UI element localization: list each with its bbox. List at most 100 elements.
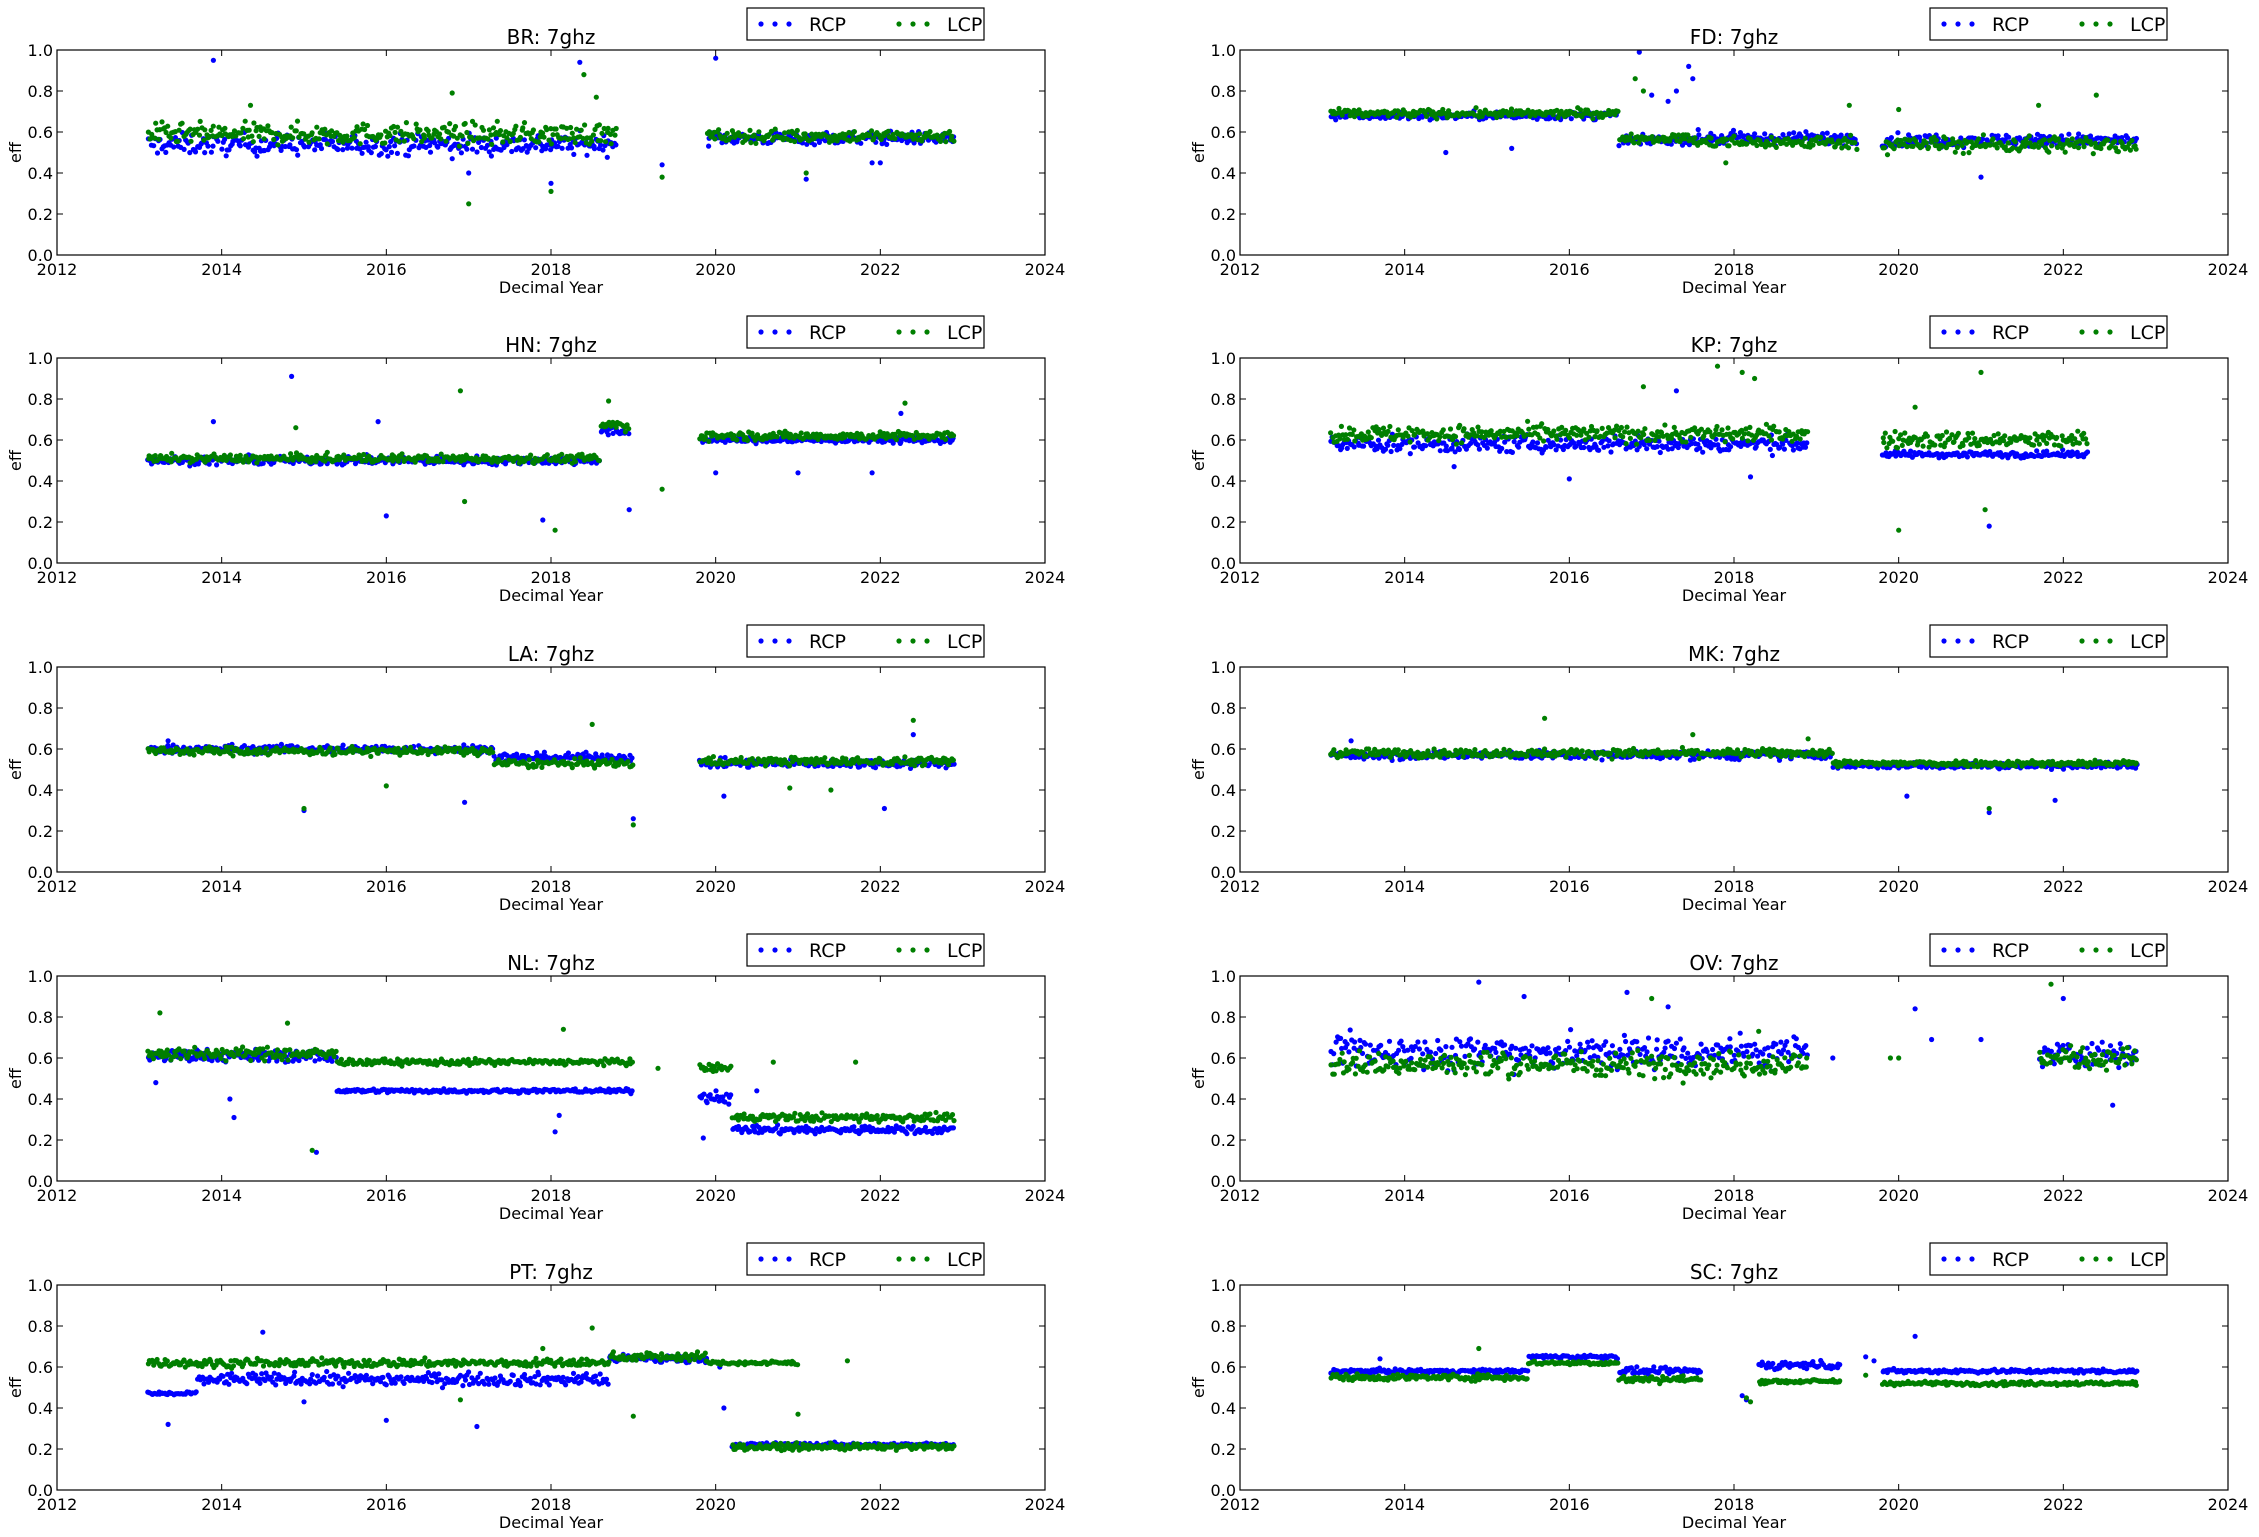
data-point <box>659 486 665 492</box>
data-point <box>187 150 193 156</box>
series-lcp <box>145 72 957 207</box>
data-point <box>398 128 404 134</box>
data-point <box>568 145 575 151</box>
y-tick-label: 1.0 <box>28 349 53 368</box>
y-axis-label: eff <box>6 449 25 471</box>
data-point <box>250 139 256 145</box>
data-point <box>2133 135 2139 142</box>
data-point <box>1752 375 1758 382</box>
data-point <box>1776 429 1782 435</box>
y-tick-label: 0.2 <box>28 513 53 532</box>
data-point <box>438 136 444 142</box>
data-point <box>1627 435 1633 441</box>
legend: RCP LCP <box>1929 7 2168 41</box>
data-point <box>202 127 208 133</box>
data-point <box>2075 145 2082 151</box>
data-point <box>2036 102 2042 108</box>
data-point <box>1525 418 1531 424</box>
data-point <box>488 153 494 159</box>
data-point <box>1767 446 1773 452</box>
data-point <box>464 146 470 152</box>
data-points <box>145 55 957 207</box>
data-point <box>539 764 545 771</box>
data-point <box>1624 424 1630 430</box>
data-point <box>590 132 597 138</box>
subplot-fd: 2012 2014 2016 2018 2020 2022 20240.00.20.40.6… <box>1189 7 2248 297</box>
data-point <box>520 125 526 131</box>
data-point <box>885 128 891 134</box>
data-point <box>1385 428 1391 434</box>
data-point <box>949 133 955 139</box>
data-point <box>210 57 216 63</box>
data-point <box>237 452 243 458</box>
data-point <box>247 102 254 108</box>
data-point <box>486 149 492 155</box>
data-point <box>386 144 392 150</box>
data-point <box>724 130 730 136</box>
data-point <box>465 140 471 146</box>
data-point <box>1745 438 1751 444</box>
data-point <box>1978 174 1984 180</box>
data-point <box>626 507 632 513</box>
data-point <box>596 458 602 464</box>
data-point <box>351 135 357 141</box>
data-point <box>1623 441 1629 447</box>
y-tick-label: 0.0 <box>28 246 53 265</box>
data-point <box>869 160 875 166</box>
data-point <box>569 130 575 136</box>
x-tick-label: 2024 <box>1025 260 1066 279</box>
legend-marker <box>786 21 792 27</box>
data-point <box>1829 139 1835 145</box>
x-axis-label: Decimal Year <box>1682 278 1787 297</box>
data-point <box>2058 443 2064 449</box>
data-point <box>540 517 546 523</box>
data-point <box>227 452 233 458</box>
data-point <box>2055 136 2062 142</box>
data-point <box>1723 160 1729 166</box>
legend-marker <box>758 21 764 27</box>
data-point <box>1338 423 1344 429</box>
data-point <box>1649 92 1655 98</box>
data-point <box>474 149 480 155</box>
data-point <box>1437 448 1443 454</box>
data-point <box>606 398 612 404</box>
data-point <box>163 149 169 155</box>
y-tick-label: 0.0 <box>1211 554 1236 573</box>
data-point <box>1631 140 1637 146</box>
data-point <box>1700 449 1706 455</box>
data-point <box>607 131 614 137</box>
data-point <box>553 126 559 132</box>
data-point <box>1731 133 1737 139</box>
data-point <box>803 170 809 176</box>
data-point <box>2012 139 2018 145</box>
data-point <box>314 124 320 130</box>
data-point <box>1605 443 1611 449</box>
data-point <box>792 138 798 145</box>
data-point <box>242 118 248 124</box>
x-tick-label: 2024 <box>1025 568 1066 587</box>
data-point <box>271 136 277 143</box>
data-point <box>943 436 949 442</box>
legend-marker <box>1955 329 1961 335</box>
data-point <box>1365 429 1371 435</box>
data-point <box>1654 444 1660 450</box>
data-point <box>240 136 247 142</box>
series-rcp <box>145 373 956 523</box>
data-point <box>713 470 719 476</box>
data-point <box>1933 137 1939 143</box>
data-point <box>447 121 453 127</box>
x-tick-label: 2022 <box>860 568 901 587</box>
y-tick-label: 0.8 <box>28 390 53 409</box>
data-point <box>659 174 665 180</box>
data-point <box>2002 433 2008 439</box>
data-point <box>488 132 494 138</box>
data-point <box>574 126 580 132</box>
data-point <box>893 436 900 443</box>
y-tick-label: 0.0 <box>1211 246 1236 265</box>
data-point <box>382 140 388 146</box>
data-point <box>494 118 500 124</box>
data-point <box>596 122 603 128</box>
data-point <box>713 55 719 61</box>
data-point <box>368 150 374 156</box>
data-point <box>187 126 193 132</box>
